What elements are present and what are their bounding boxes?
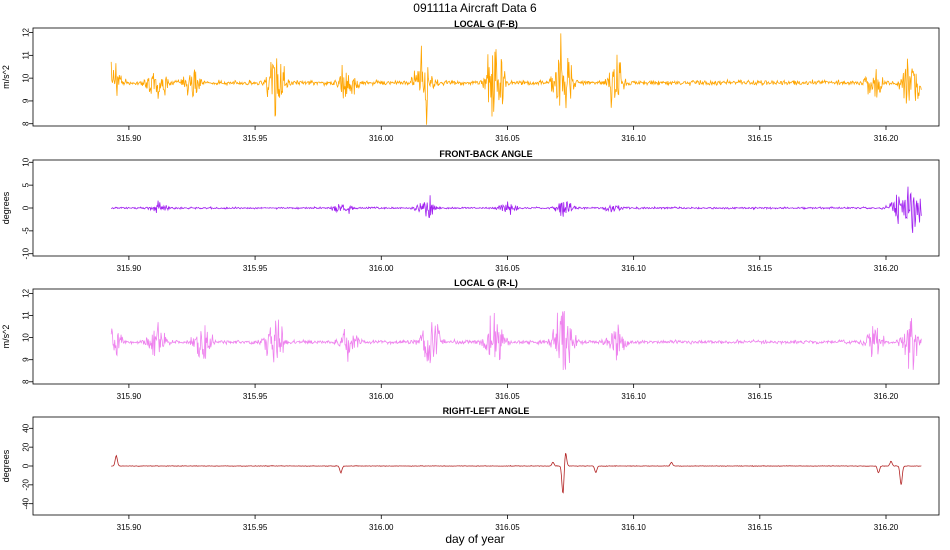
y-tick-label: 20 <box>22 442 31 451</box>
x-tick-label: 316.00 <box>369 523 394 532</box>
series-line <box>110 311 922 371</box>
x-tick-label: 316.05 <box>495 392 520 401</box>
y-tick-label: 40 <box>22 423 31 432</box>
x-tick-label: 315.95 <box>243 134 268 143</box>
x-tick-label: 316.20 <box>874 134 899 143</box>
x-tick-label: 316.15 <box>748 392 773 401</box>
y-tick-label: 11 <box>22 311 31 320</box>
panel-title: LOCAL G (R-L) <box>454 278 518 288</box>
y-tick-label: 10 <box>22 333 31 342</box>
x-tick-label: 316.00 <box>369 134 394 143</box>
chart-panel: RIGHT-LEFT ANGLE degrees 315.90 315.95 316.0… <box>1 406 940 532</box>
x-tick-label: 316.15 <box>748 134 773 143</box>
y-tick-label: 9 <box>22 98 31 103</box>
y-tick-label: 0 <box>22 205 31 210</box>
x-tick-label: 316.05 <box>495 134 520 143</box>
y-tick-label: 12 <box>22 288 31 297</box>
x-tick-label: 315.90 <box>117 264 142 273</box>
x-tick-label: 315.95 <box>243 264 268 273</box>
chart-panel: LOCAL G (F-B) m/s^2 315.90 315.95 316.00 316.… <box>1 19 940 143</box>
x-tick-label: 315.90 <box>117 134 142 143</box>
x-tick-label: 316.10 <box>621 392 646 401</box>
y-axis-label: m/s^2 <box>1 65 11 89</box>
y-axis-label: degrees <box>1 449 11 482</box>
x-tick-label: 316.10 <box>621 134 646 143</box>
y-tick-label: -20 <box>22 479 31 491</box>
series-line <box>111 452 922 494</box>
panel-title: FRONT-BACK ANGLE <box>439 149 532 159</box>
y-axis-label: m/s^2 <box>1 325 11 349</box>
panel-title: RIGHT-LEFT ANGLE <box>443 406 530 416</box>
y-tick-label: 9 <box>22 357 31 362</box>
x-tick-label: 315.90 <box>117 392 142 401</box>
plot-frame <box>32 27 940 127</box>
chart-panel: FRONT-BACK ANGLE degrees 315.90 315.95 316.0… <box>1 149 940 273</box>
y-tick-label: 12 <box>22 28 31 37</box>
x-tick-label: 316.15 <box>748 264 773 273</box>
plot-frame <box>32 288 940 385</box>
y-tick-label: 11 <box>22 51 31 60</box>
x-tick-label: 316.00 <box>369 264 394 273</box>
y-tick-label: 8 <box>22 121 31 126</box>
figure-title: 091111a Aircraft Data 6 <box>413 1 537 15</box>
chart-panel: LOCAL G (R-L) m/s^2 315.90 315.95 316.00 316.… <box>1 278 940 401</box>
panel-title: LOCAL G (F-B) <box>454 19 518 29</box>
y-tick-label: 10 <box>22 73 31 82</box>
x-tick-label: 315.95 <box>243 392 268 401</box>
y-tick-label: 5 <box>22 182 31 187</box>
y-tick-label: 8 <box>22 379 31 384</box>
series-line <box>111 186 922 233</box>
y-tick-label: -5 <box>22 227 31 235</box>
y-tick-label: 0 <box>22 463 31 468</box>
chart-panels: LOCAL G (F-B) m/s^2 315.90 315.95 316.00 316.… <box>1 19 940 532</box>
series-line <box>110 33 922 125</box>
x-tick-label: 316.05 <box>495 523 520 532</box>
y-tick-label: 10 <box>22 157 31 166</box>
x-tick-label: 316.20 <box>874 523 899 532</box>
x-tick-label: 316.00 <box>369 392 394 401</box>
x-tick-label: 316.10 <box>621 264 646 273</box>
x-tick-label: 316.15 <box>748 523 773 532</box>
x-axis-label: day of year <box>445 532 504 546</box>
y-tick-label: -40 <box>22 497 31 509</box>
y-axis-label: degrees <box>1 191 11 224</box>
x-tick-label: 316.20 <box>874 264 899 273</box>
x-tick-label: 316.10 <box>621 523 646 532</box>
x-tick-label: 315.90 <box>117 523 142 532</box>
x-tick-label: 315.95 <box>243 523 268 532</box>
x-tick-label: 316.20 <box>874 392 899 401</box>
x-tick-label: 316.05 <box>495 264 520 273</box>
y-tick-label: -10 <box>22 247 31 259</box>
